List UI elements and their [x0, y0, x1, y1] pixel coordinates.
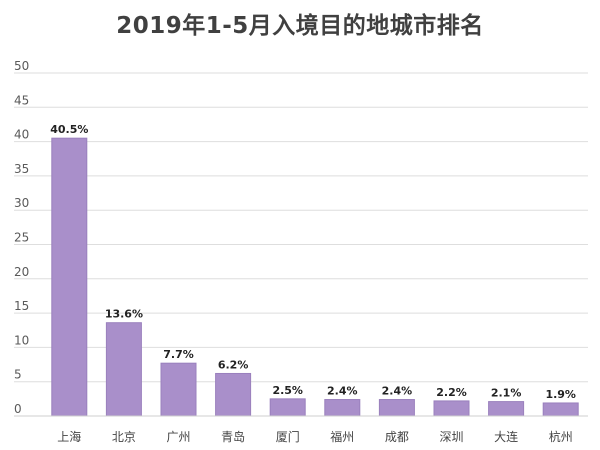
data-label: 2.4% [382, 385, 413, 398]
bar-8 [488, 401, 525, 417]
y-tick-label: 30 [14, 196, 29, 210]
data-label: 2.1% [491, 387, 522, 400]
y-tick-label: 50 [14, 59, 29, 73]
x-tick-label: 上海 [57, 429, 81, 444]
chart-title: 2019年1-5月入境目的地城市排名 [116, 13, 484, 39]
bar-0 [51, 137, 88, 417]
x-tick-label: 杭州 [549, 429, 573, 444]
y-tick-label: 10 [14, 333, 29, 347]
y-tick-label: 5 [14, 368, 22, 382]
data-label: 1.9% [545, 388, 576, 401]
x-tick-label: 北京 [112, 430, 136, 444]
y-tick-label: 15 [14, 299, 29, 313]
x-tick-label: 青岛 [221, 429, 245, 444]
y-tick-label: 25 [14, 231, 29, 245]
x-tick-label: 深圳 [439, 430, 463, 444]
bar-3 [215, 372, 252, 417]
y-tick-label: 20 [14, 265, 29, 279]
bar-4 [269, 398, 306, 417]
bar-6 [378, 399, 415, 417]
y-tick-label: 45 [14, 93, 29, 107]
bar-5 [324, 399, 361, 417]
data-label: 2.4% [327, 385, 358, 398]
data-label: 2.2% [436, 386, 467, 399]
x-tick-label: 大连 [494, 429, 518, 444]
bar-1 [105, 322, 142, 417]
bar-2 [160, 362, 197, 417]
y-tick-label: 0 [14, 402, 22, 416]
x-tick-label: 福州 [330, 429, 354, 444]
data-label: 2.5% [272, 384, 303, 397]
y-tick-label: 40 [14, 128, 29, 142]
x-tick-label: 广州 [166, 430, 190, 444]
data-label: 13.6% [105, 308, 143, 321]
x-tick-label: 厦门 [276, 429, 300, 444]
bar-7 [433, 400, 470, 417]
y-tick-label: 35 [14, 162, 29, 176]
data-label: 6.2% [218, 358, 249, 371]
bar-9 [542, 402, 579, 417]
data-label: 7.7% [163, 348, 194, 361]
x-tick-label: 成都 [385, 430, 409, 444]
data-label: 40.5% [50, 123, 88, 136]
